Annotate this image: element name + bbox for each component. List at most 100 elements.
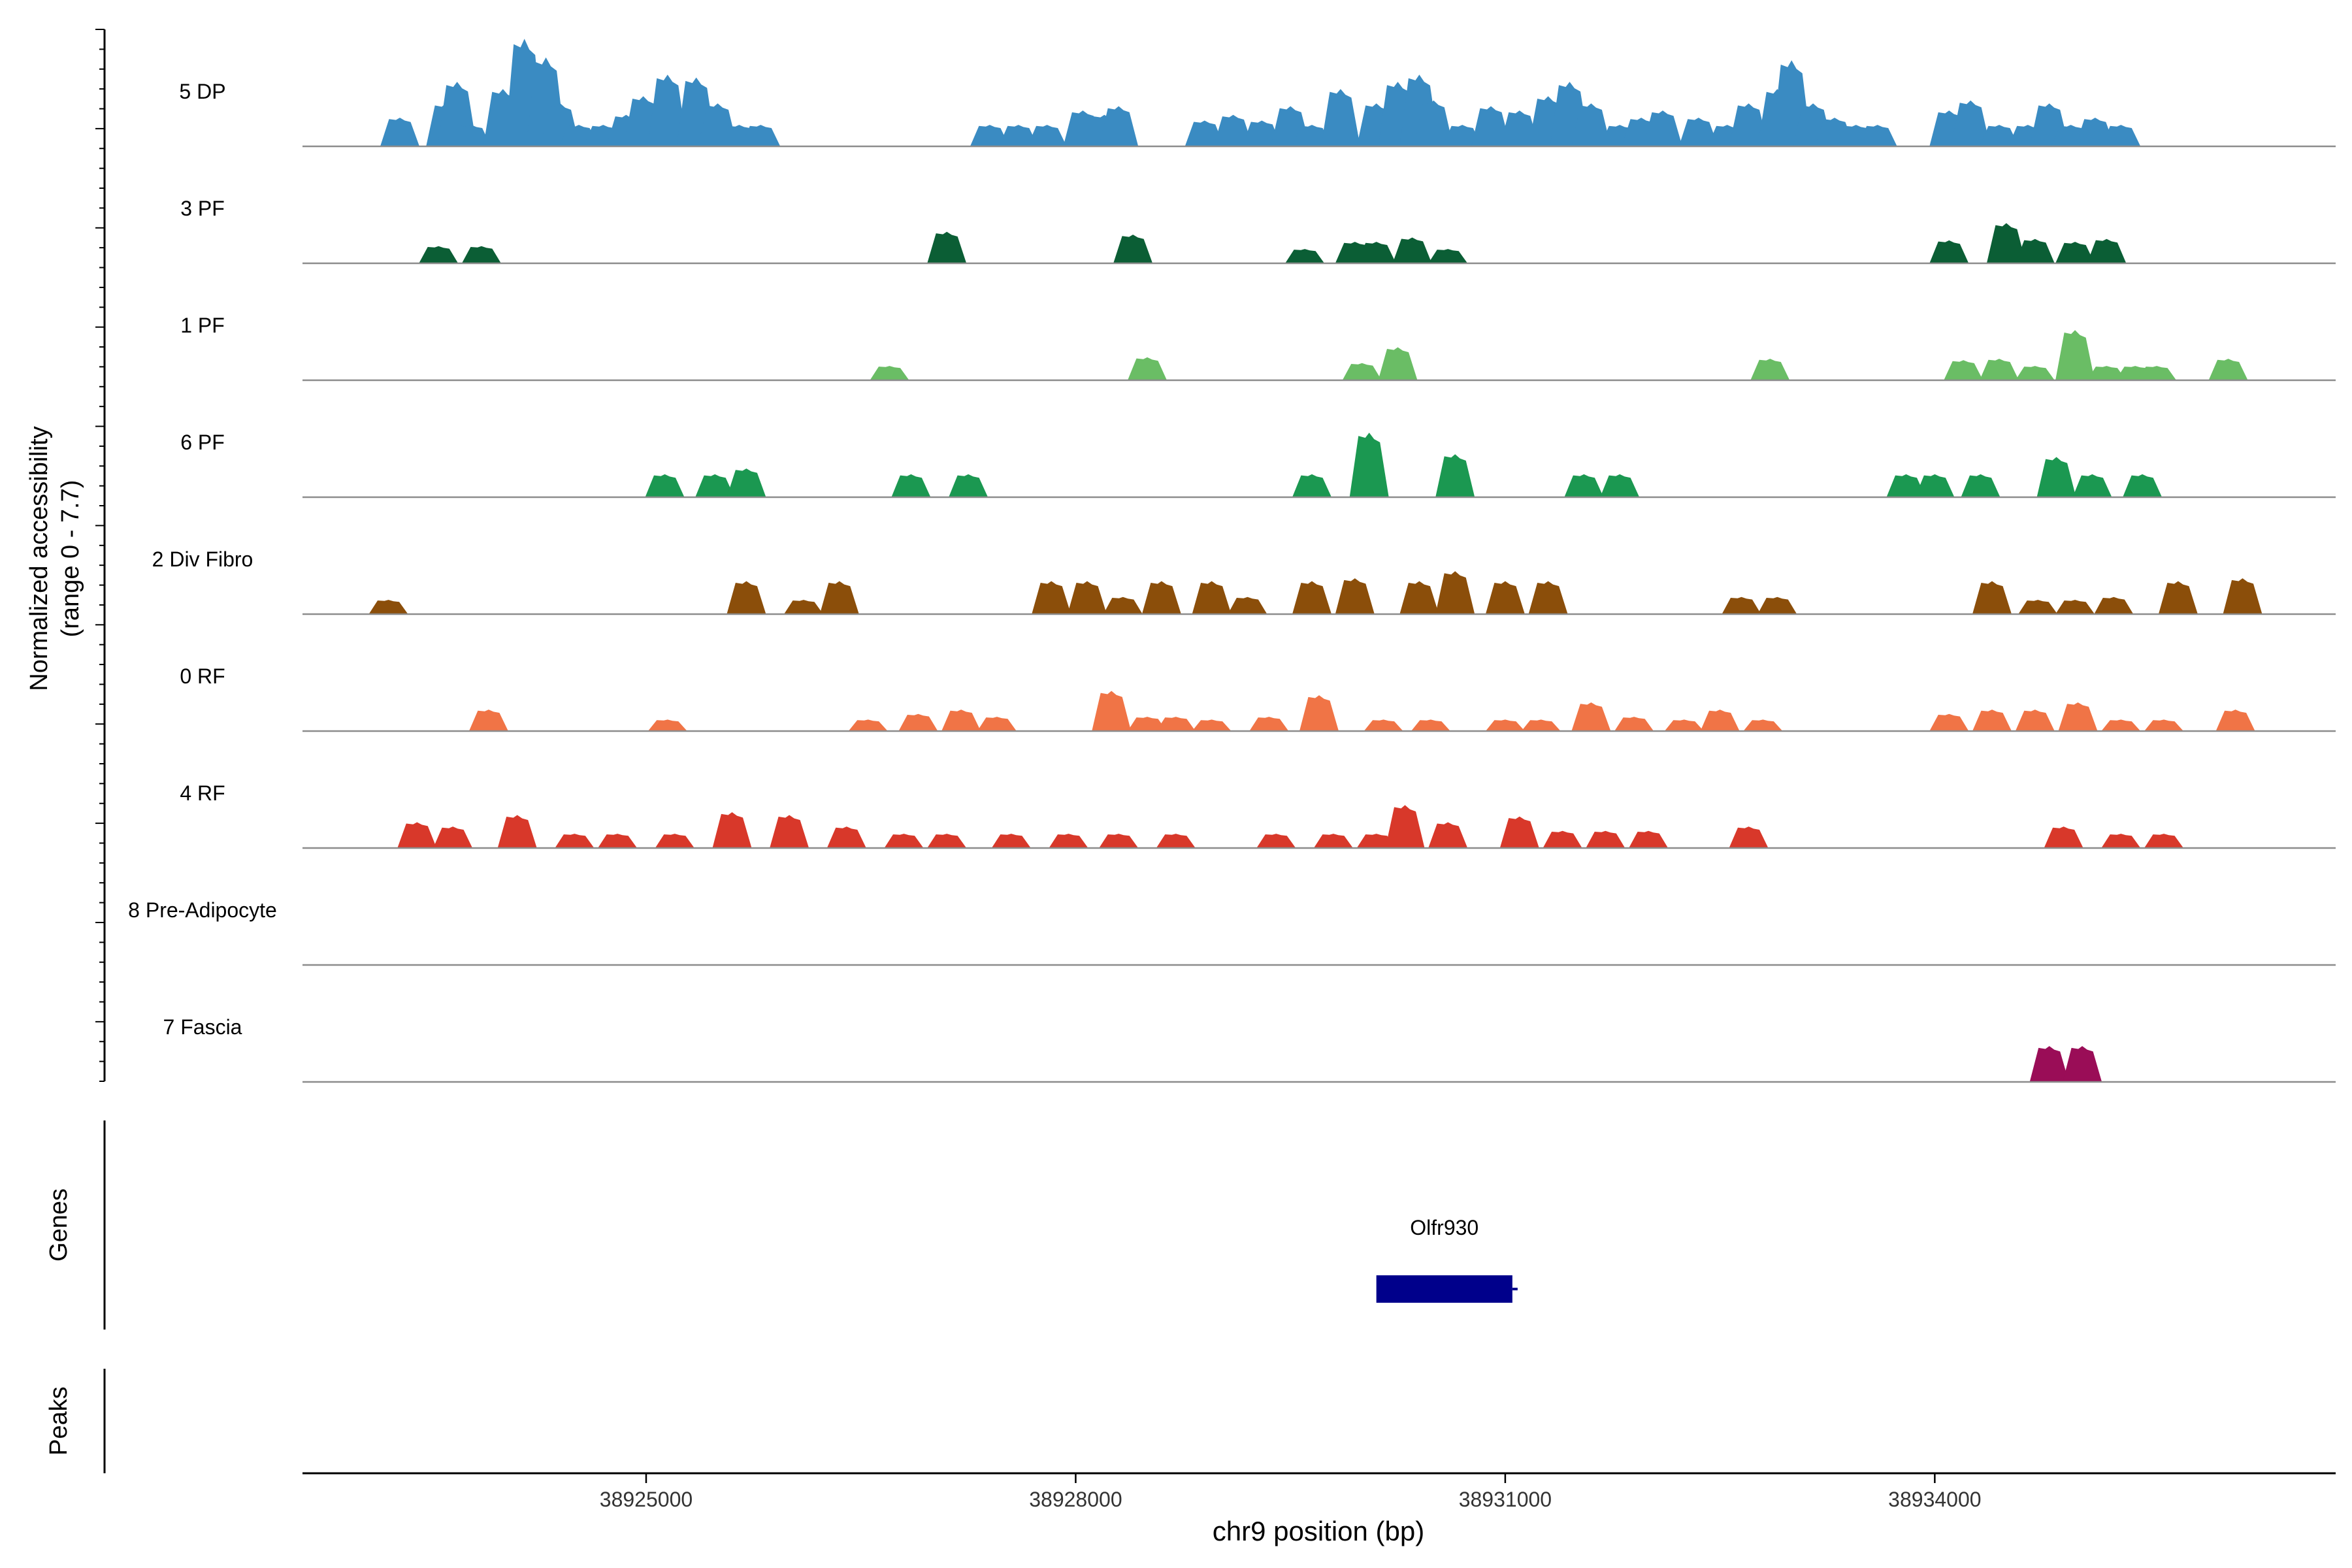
coverage-peak: [1951, 100, 1991, 146]
coverage-peak: [1443, 125, 1482, 146]
track: 3 PF: [180, 197, 2336, 265]
coverage-peak: [2055, 330, 2095, 380]
coverage-peak: [2087, 238, 2127, 263]
coverage-peak: [1722, 596, 1761, 614]
coverage-peak: [1228, 596, 1267, 614]
coverage-peak: [1729, 826, 1769, 848]
coverage-peak: [1292, 474, 1331, 497]
coverage-peak: [1032, 581, 1071, 614]
coverage-peak: [2144, 834, 2183, 848]
coverage-peak: [1027, 125, 1067, 146]
coverage-peak: [949, 474, 988, 497]
x-axis-ticks: 38925000 38928000 38931000 38934000: [600, 1473, 1982, 1511]
coverage-peak: [2018, 600, 2058, 614]
coverage-peak: [884, 834, 924, 848]
coverage-peak: [695, 474, 735, 497]
y-axis-label: Normalized accessibility: [25, 426, 53, 691]
coverage-peak: [1886, 474, 1926, 497]
coverage-peak: [397, 822, 437, 848]
coverage-peak: [1485, 581, 1525, 614]
coverage-peak: [645, 474, 685, 497]
coverage-peak: [1156, 834, 1196, 848]
coverage-peak: [1399, 581, 1439, 614]
coverage-peak: [1049, 834, 1088, 848]
coverage-peak: [991, 834, 1031, 848]
track-label: 7 Fascia: [163, 1015, 242, 1039]
coverage-peak: [1980, 359, 2019, 380]
coverage-peak: [2015, 710, 2055, 731]
coverage-peak: [2036, 457, 2076, 497]
track: 6 PF: [180, 431, 2336, 498]
coverage-peak: [2101, 834, 2141, 848]
coverage-peak: [970, 125, 1009, 146]
coverage-peak: [712, 812, 752, 848]
coverage-peak: [1485, 719, 1525, 731]
coverage-peak: [1428, 249, 1468, 263]
coverage-peak: [647, 74, 687, 146]
coverage-peak: [1385, 805, 1425, 848]
coverage-peak: [419, 246, 459, 263]
coverage-peak: [1378, 347, 1418, 380]
coverage-peak: [468, 710, 508, 731]
coverage-peak: [2055, 600, 2095, 614]
track: 5 DP: [179, 39, 2336, 148]
coverage-peak: [1099, 106, 1139, 146]
coverage-peak: [870, 366, 909, 380]
coverage-peak: [1184, 120, 1224, 146]
x-tick-label: 38925000: [600, 1488, 693, 1511]
y-axis-ticks: [95, 29, 105, 1082]
coverage-peak: [2055, 242, 2095, 263]
coverage-peak: [1364, 719, 1403, 731]
coverage-peak: [1213, 114, 1253, 146]
coverage-peak: [741, 125, 781, 146]
gene-body: [1376, 1275, 1512, 1303]
coverage-peak: [1414, 100, 1454, 146]
peaks-label: Peaks: [45, 1386, 73, 1456]
coverage-peak: [784, 600, 823, 614]
coverage-peak: [2123, 474, 2163, 497]
coverage-peak: [1435, 571, 1475, 614]
coverage-peak: [1471, 106, 1511, 146]
coverage-peak: [1156, 717, 1196, 731]
coverage-peak: [647, 719, 687, 731]
coverage-peak: [1292, 581, 1331, 614]
coverage-peak: [2029, 1046, 2069, 1082]
x-tick-label: 38928000: [1029, 1488, 1122, 1511]
track: 2 Div Fibro: [152, 547, 2336, 615]
track: 4 RF: [180, 781, 2336, 849]
coverage-peak: [1103, 596, 1143, 614]
track-label: 3 PF: [180, 197, 225, 220]
coverage-peak: [380, 118, 419, 146]
coverage-peak: [433, 826, 473, 848]
y-axis-sublabel: (range 0 - 7.7): [57, 480, 84, 638]
coverage-peak: [1392, 237, 1432, 263]
coverage-peak: [2058, 702, 2098, 731]
coverage-peak: [1729, 103, 1769, 146]
coverage-peak: [1192, 581, 1232, 614]
coverage-peak: [2215, 710, 2255, 731]
coverage-peak: [1342, 363, 1382, 380]
coverage-peak: [1986, 223, 2026, 263]
coverage-peak: [1068, 581, 1107, 614]
coverage-peak: [977, 717, 1017, 731]
coverage-peak: [655, 834, 694, 848]
coverage-peak: [2101, 719, 2141, 731]
coverage-peak: [1099, 834, 1139, 848]
genes-label: Genes: [45, 1188, 73, 1262]
coverage-peak: [2094, 596, 2134, 614]
coverage-peak: [1614, 717, 1654, 731]
coverage-peak: [1242, 120, 1282, 146]
coverage-peak: [1411, 719, 1450, 731]
coverage-peak: [2144, 719, 2183, 731]
track-label: 2 Div Fibro: [152, 547, 253, 571]
coverage-peak: [1428, 822, 1468, 848]
coverage-peak: [727, 468, 766, 497]
coverage-peak: [1980, 125, 2019, 146]
coverage-peak: [2015, 238, 2055, 263]
coverage-peak: [770, 815, 809, 848]
coverage-peak: [1629, 830, 1669, 848]
coverage-peak: [927, 231, 967, 263]
coverage-peak: [1586, 830, 1625, 848]
coverage-peak: [927, 834, 967, 848]
coverage-peak: [1256, 834, 1296, 848]
